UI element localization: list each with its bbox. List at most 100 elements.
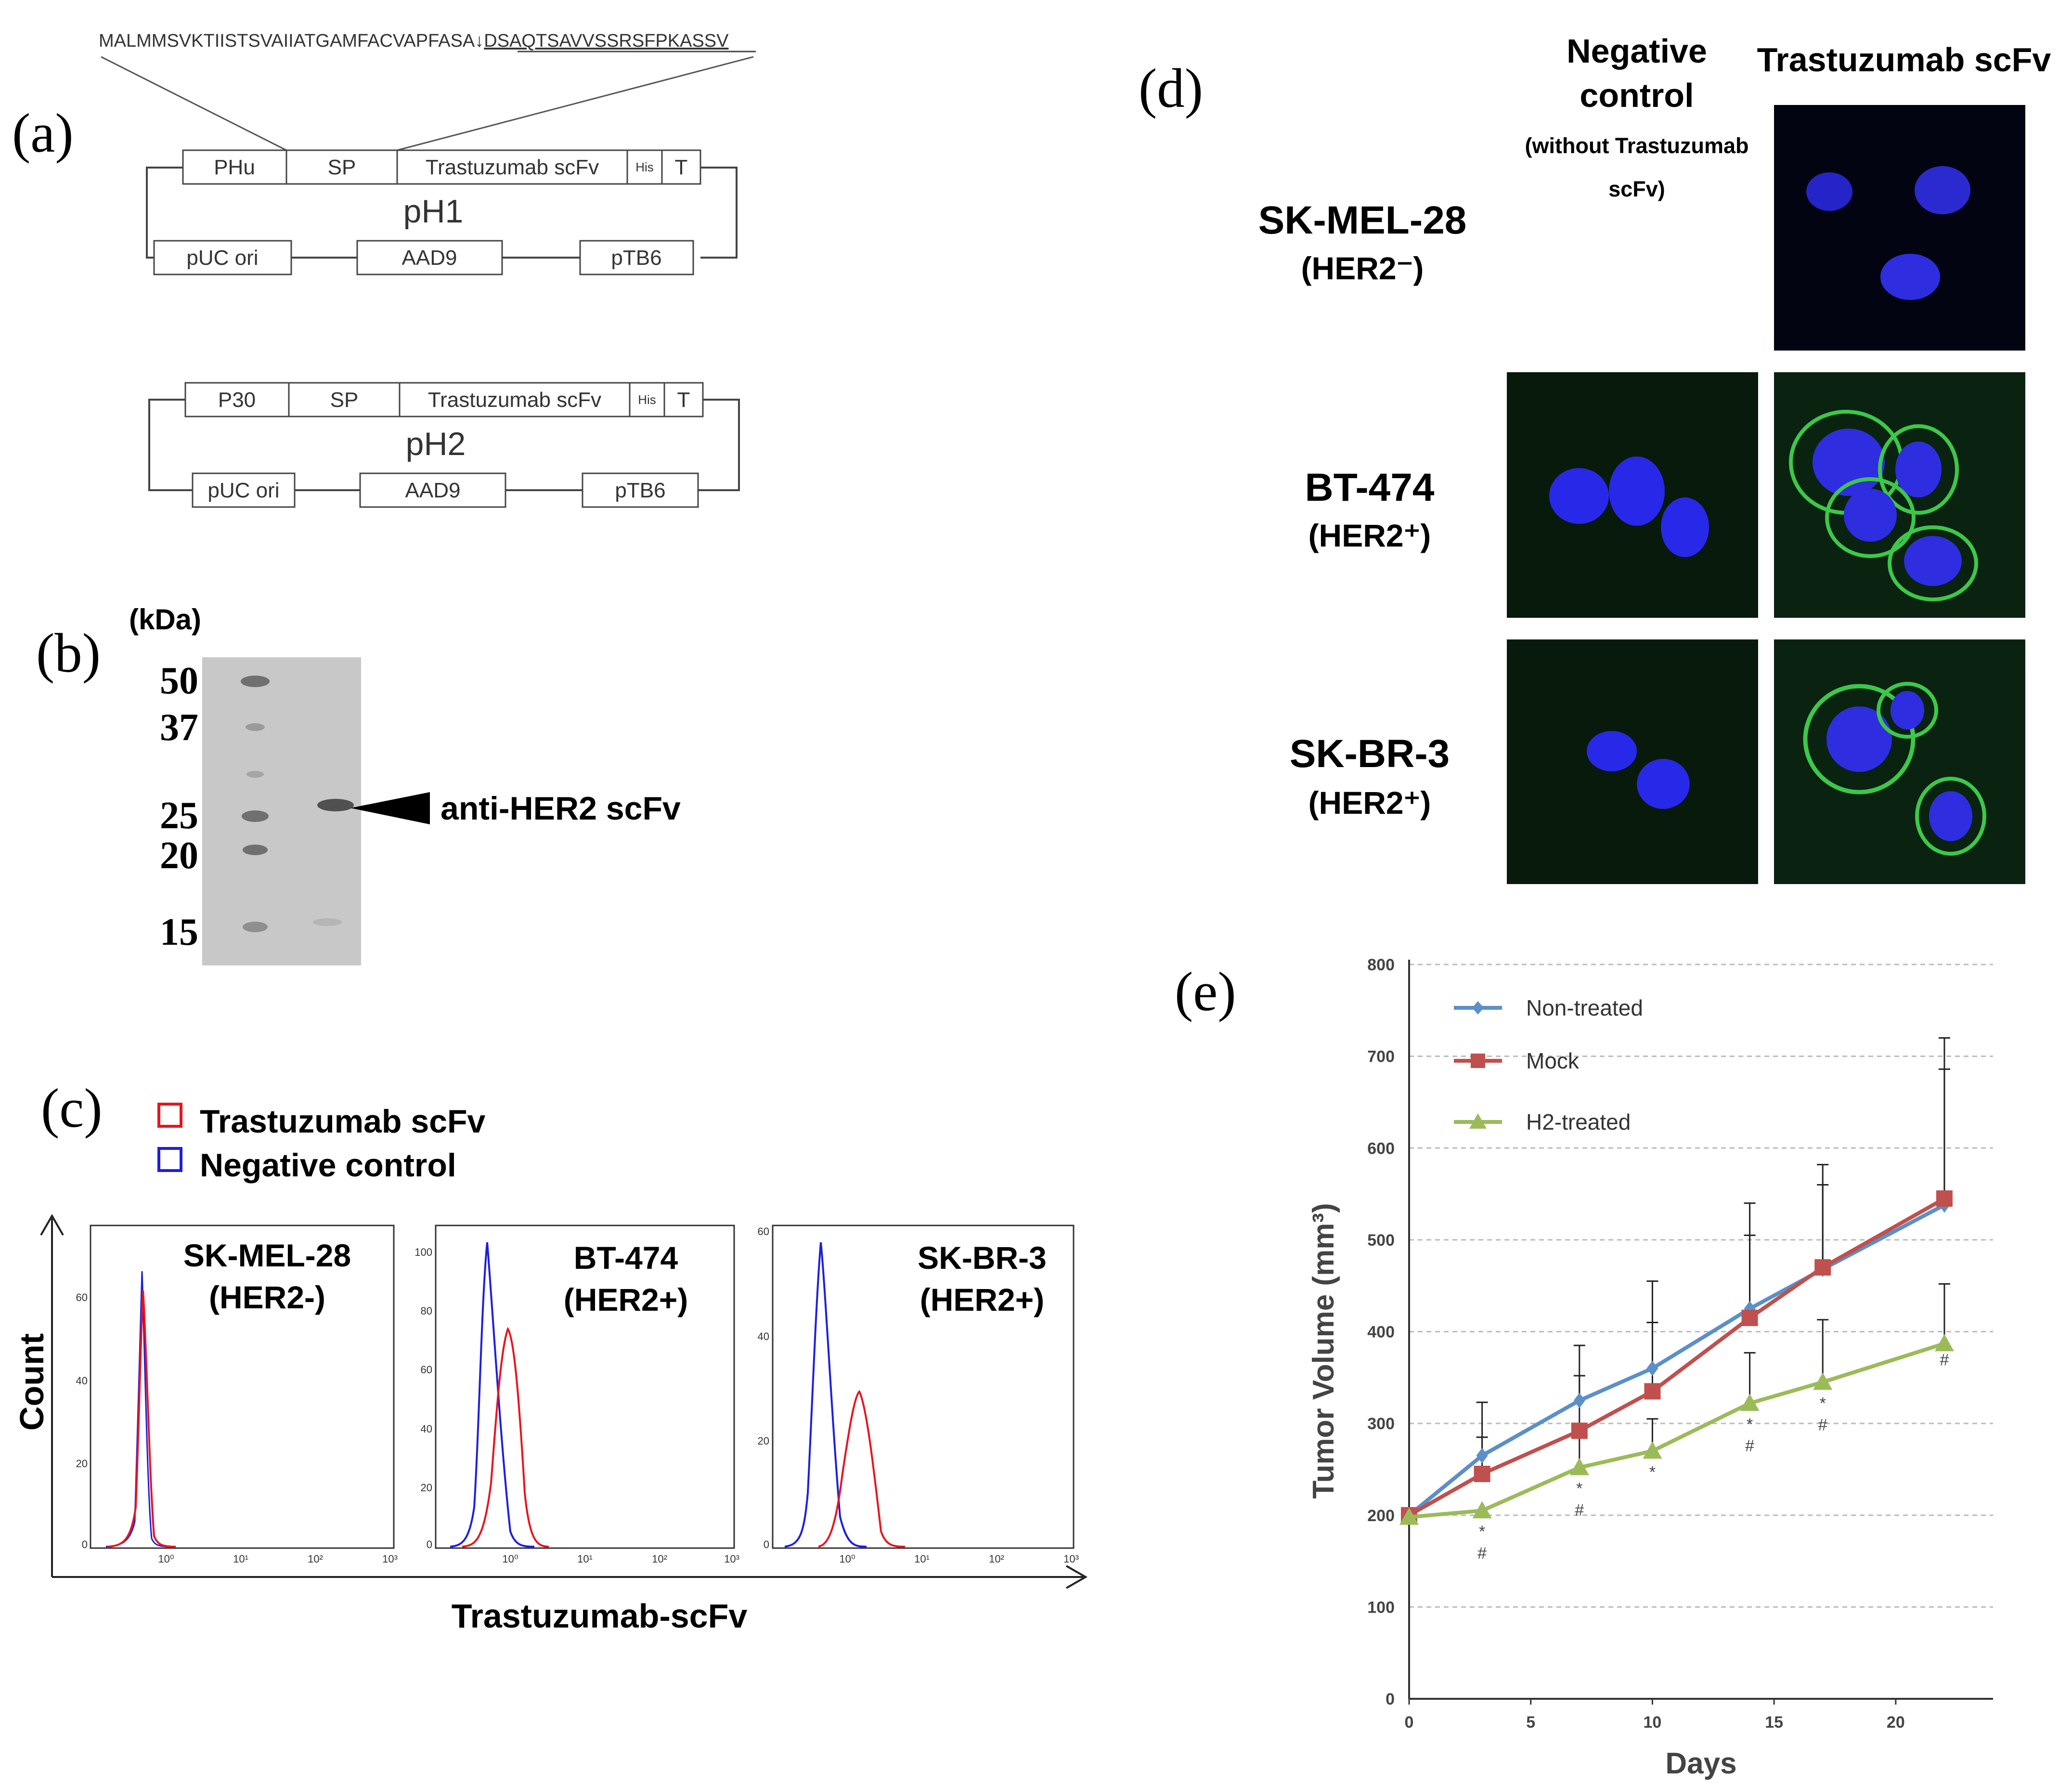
legend-label-non-treated: Non-treated [1526,995,1643,1020]
svg-text:(HER2+): (HER2+) [920,1282,1045,1317]
band-arrowhead [350,792,430,824]
svg-text:20: 20 [76,1458,88,1470]
panel-b-label: (b) [36,623,101,684]
gel-image [202,657,361,965]
ph2-scfv-box [399,382,631,417]
ph2-aad9-label: AAD9 [405,479,461,502]
y-tick-800: 800 [1367,956,1395,974]
ph2-his-label: His [638,392,656,407]
y-tick-300: 300 [1367,1415,1395,1433]
tumor-volume-chart: 0 100 200 300 400 500 600 700 800 0 5 10 15 20 Days Tum… [1307,956,1993,1780]
micro-bt474-neg [1507,372,1758,618]
ph2-aad9-box [359,472,506,508]
svg-text:0: 0 [764,1538,769,1550]
point-h2-treated-17 [1813,1372,1833,1390]
svg-text:BT-474: BT-474 [574,1240,678,1276]
ph2-t-label: T [677,388,690,412]
col-neg-line2: control [1580,77,1694,114]
ph2-scfv-label: Trastuzumab scFv [428,388,601,412]
svg-text:10³: 10³ [1063,1553,1079,1565]
svg-text:10⁰: 10⁰ [502,1553,518,1565]
svg-text:40: 40 [76,1375,88,1387]
marker-ladder [241,676,270,932]
ph1-t-box [661,149,701,185]
ph1-name: pH1 [403,193,464,230]
legend-label-mock: Mock [1526,1048,1580,1073]
y-axis-label: Tumor Volume (mm³) [1307,1203,1340,1498]
ph1-scfv-label: Trastuzumab scFv [426,156,599,179]
svg-text:60: 60 [758,1225,769,1238]
svg-text:10¹: 10¹ [914,1553,930,1565]
annotation-8: # [1818,1416,1827,1434]
annotation-0: * [1479,1523,1485,1541]
ph2-t-box [663,382,704,417]
ph1-scfv-box [396,149,628,185]
point-mock-3 [1474,1465,1490,1482]
svg-text:20: 20 [758,1435,769,1447]
annotation-5: * [1747,1415,1753,1433]
svg-text:100: 100 [414,1246,432,1258]
col-neg-line1: Negative [1567,32,1707,70]
ph1-ptb6-box [579,240,694,275]
row-sk-mel-28: SK-MEL-28 [1258,198,1467,242]
ph2-ptb6-label: pTB6 [615,479,665,502]
marker-25: 25 [160,795,198,837]
ph1-phu-label: PHu [214,156,255,179]
panel-a-label: (a) [12,103,74,164]
x-axis-label: Days [1665,1747,1736,1780]
annotation-6: # [1745,1437,1754,1455]
marker-37: 37 [160,706,198,749]
zoom-line-left [101,56,287,151]
micro-skbr3-neg [1507,639,1758,884]
faint-band [313,918,342,926]
panel-d-label: (d) [1139,58,1203,119]
svg-text:10⁰: 10⁰ [839,1553,855,1565]
ph2-sp-label: SP [330,388,359,412]
row-sk-br-3-her: (HER2⁺) [1308,785,1431,821]
svg-text:10²: 10² [652,1553,667,1565]
point-non-treated-7 [1573,1393,1585,1408]
svg-text:10³: 10³ [382,1553,398,1565]
x-tick-15: 15 [1765,1713,1783,1732]
series-line-h2-treated [1409,1342,1945,1519]
band-label: anti-HER2 scFv [440,790,681,827]
micro-bt474-tras [1774,372,2025,618]
col-trastuzumab: Trastuzumab scFv [1757,41,2051,78]
svg-text:40: 40 [758,1330,769,1342]
svg-text:SK-BR-3: SK-BR-3 [918,1240,1047,1276]
point-mock-22 [1936,1190,1953,1207]
x-tick-0: 0 [1405,1713,1414,1732]
svg-text:80: 80 [421,1305,432,1317]
ph1-ptb6-label: pTB6 [611,246,661,270]
signal-peptide-sequence: MALMMSVKTIISTSVAIIATGAMFACVAPFASA↓DSAQTS… [99,31,729,51]
svg-text:60: 60 [76,1291,88,1303]
ph2-ptb6-box [582,472,699,508]
flow-plot-sk-mel-28: 0 20 40 60 10⁰ 10¹ 10² 10³ SK-MEL-28 (HE… [76,1225,398,1565]
ph2-name: pH2 [406,426,466,462]
legend-swatch-negative [157,1147,182,1172]
point-mock-10 [1644,1383,1661,1400]
legend-marker-mock [1471,1054,1485,1068]
flow-plot-bt-474: 0 20 40 60 80 100 10⁰ 10¹ 10² 10³ BT-474… [414,1225,739,1565]
ph1-phu-box [182,149,287,185]
x-tick-10: 10 [1644,1713,1662,1732]
ph1-puc-label: pUC ori [186,246,258,270]
annotation-7: * [1820,1394,1826,1412]
y-tick-600: 600 [1367,1139,1395,1158]
plasmid-ph1 [146,149,738,275]
point-non-treated-10 [1646,1360,1658,1376]
point-mock-17 [1814,1259,1831,1276]
ph2-sp-box [288,382,401,417]
micro-skmel-tras [1774,105,2025,351]
legend-swatch-trastuzumab [157,1103,182,1128]
row-bt-474-her: (HER2⁺) [1308,518,1431,553]
svg-text:10⁰: 10⁰ [158,1553,174,1565]
annotation-1: # [1477,1544,1487,1563]
point-h2-treated-7 [1569,1458,1589,1475]
svg-text:10³: 10³ [724,1553,739,1565]
annotation-2: * [1576,1480,1582,1498]
row-sk-mel-28-her: (HER2⁻) [1301,250,1424,286]
col-neg-line4: scFv) [1608,177,1665,201]
svg-text:0: 0 [82,1538,88,1550]
row-sk-br-3: SK-BR-3 [1290,732,1450,776]
